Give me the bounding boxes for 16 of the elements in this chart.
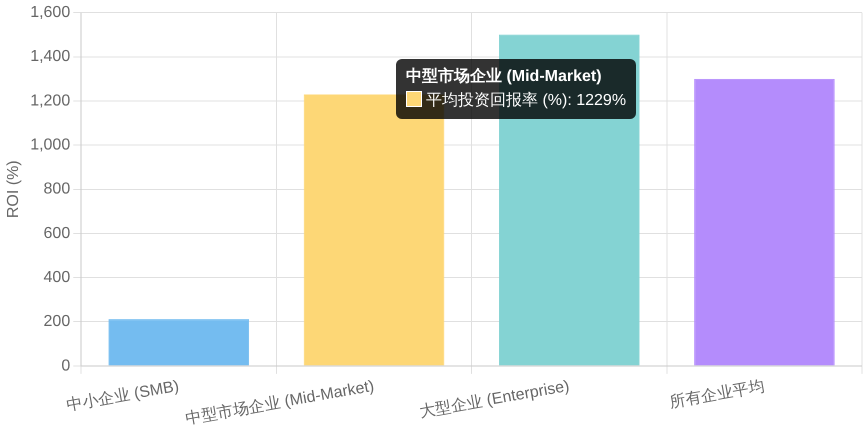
y-tick-label: 600 [44,224,70,242]
x-tick-label: 所有企业平均 [668,376,766,412]
y-tick-label: 800 [44,180,70,198]
y-tick-label: 0 [61,357,70,374]
y-tick-label: 1,600 [30,4,70,22]
y-tick-label: 1,000 [30,136,70,154]
y-axis-title: ROI (%) [5,160,22,218]
annotation: 中型市场企业 (Mid-Market) [406,66,603,87]
annotation: 平均投资回报率 (%): 1229% [425,90,626,111]
x-tick-label: 中小企业 (SMB) [65,376,180,414]
y-tick-label: 1,200 [30,92,70,110]
bar [108,319,250,366]
y-tick-label: 1,400 [30,48,70,66]
y-tick-label: 400 [44,268,70,286]
y-tick-label: 200 [44,313,70,330]
bar [694,78,835,366]
